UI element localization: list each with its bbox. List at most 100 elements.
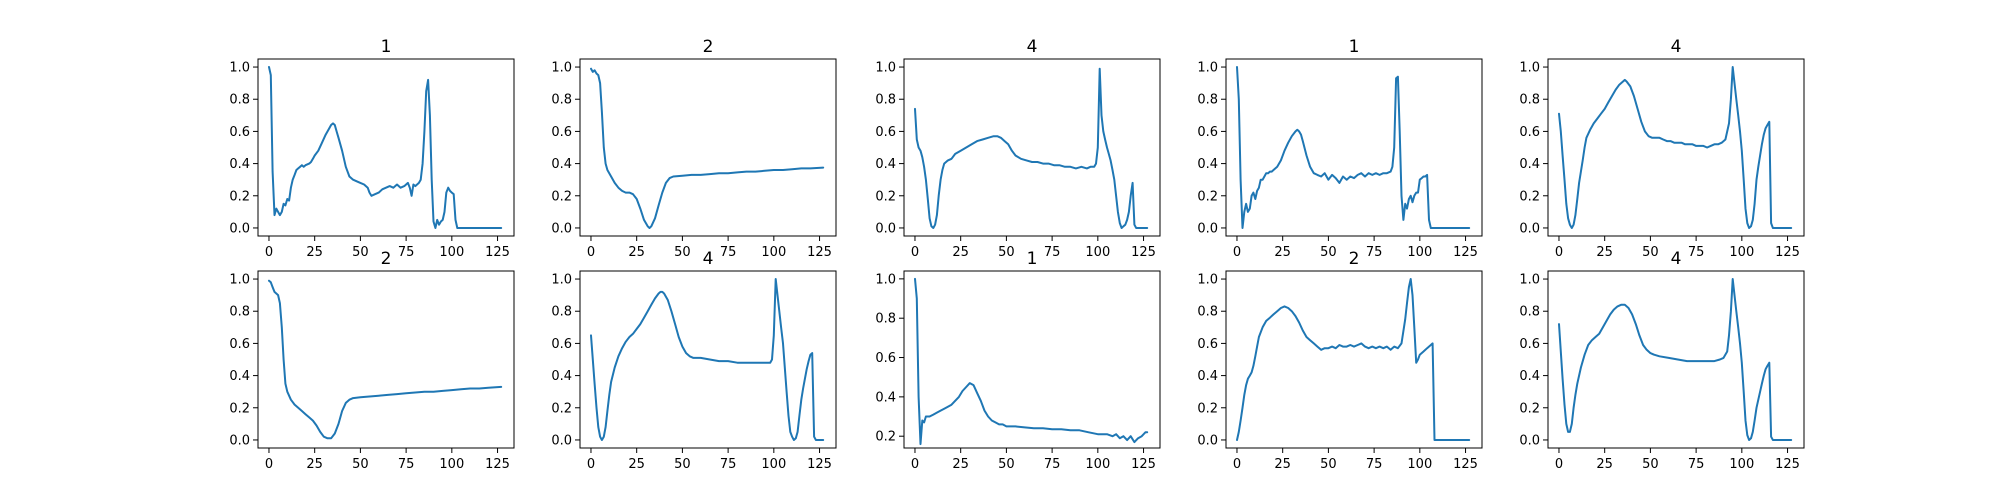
subplot-4: 1 0 25 50 75 100 125 0.0 0.2 0.4 0.6 0.8 1.0 — [1197, 37, 1483, 260]
x-tick-label: 75 — [1044, 457, 1061, 472]
subplot-title: 4 — [1027, 37, 1038, 57]
series-line — [590, 67, 825, 229]
x-tick-label: 100 — [1729, 457, 1754, 472]
subplot-3: 4 0 25 50 75 100 125 0.0 0.2 0.4 0.6 0.8 1.0 — [875, 37, 1161, 260]
x-tick-label: 125 — [807, 457, 832, 472]
x-tick-label: 50 — [352, 457, 369, 472]
y-tick-label: 0.0 — [229, 433, 250, 448]
y-tick-label: 0.6 — [551, 337, 572, 352]
x-tick-label: 0 — [1555, 245, 1563, 260]
subplot-title: 2 — [703, 37, 714, 57]
y-tick-label: 0.2 — [875, 430, 896, 445]
y-tick-label: 0.8 — [229, 305, 250, 320]
subplot-5: 4 0 25 50 75 100 125 0.0 0.2 0.4 0.6 0.8 1.0 — [1519, 37, 1805, 260]
subplot-title: 2 — [381, 249, 392, 269]
subplot-title: 2 — [1349, 249, 1360, 269]
subplot-2: 2 0 25 50 75 100 125 0.0 0.2 0.4 0.6 0.8 1.0 — [551, 37, 837, 260]
y-tick-label: 0.0 — [551, 433, 572, 448]
y-tick-label: 1.0 — [1197, 61, 1218, 76]
series-line — [914, 277, 1149, 446]
y-tick-label: 0.0 — [551, 221, 572, 236]
x-tick-label: 125 — [1453, 457, 1478, 472]
x-tick-label: 50 — [352, 245, 369, 260]
tick-group: 0 25 50 75 100 125 0.0 0.2 0.4 0.6 0.8 1.0 — [1197, 273, 1478, 472]
y-tick-label: 0.0 — [1519, 221, 1540, 236]
x-tick-label: 100 — [439, 457, 464, 472]
x-tick-label: 100 — [1407, 457, 1432, 472]
x-tick-label: 50 — [1642, 245, 1659, 260]
x-tick-label: 75 — [1044, 245, 1061, 260]
subplot-title: 1 — [381, 37, 392, 57]
series-line — [1558, 278, 1793, 441]
y-tick-label: 0.4 — [1519, 157, 1540, 172]
y-tick-label: 0.2 — [1519, 189, 1540, 204]
series-line — [914, 67, 1149, 229]
y-tick-label: 0.6 — [229, 337, 250, 352]
x-tick-label: 100 — [761, 457, 786, 472]
subplot-title: 4 — [1671, 249, 1682, 269]
y-tick-label: 0.8 — [875, 93, 896, 108]
series-line — [268, 66, 503, 229]
y-tick-label: 0.4 — [875, 390, 896, 405]
y-tick-label: 0.2 — [1197, 189, 1218, 204]
x-tick-label: 100 — [1085, 245, 1110, 260]
x-tick-label: 25 — [306, 245, 323, 260]
x-tick-label: 125 — [1775, 457, 1800, 472]
x-tick-label: 25 — [628, 245, 645, 260]
plot-frame — [257, 270, 515, 449]
series-line — [268, 279, 503, 440]
tick-group: 0 25 50 75 100 125 0.0 0.2 0.4 0.6 0.8 1.0 — [1519, 61, 1800, 260]
y-tick-label: 0.6 — [1519, 125, 1540, 140]
tick-group: 0 25 50 75 100 125 0.0 0.2 0.4 0.6 0.8 1.0 — [875, 61, 1156, 260]
x-tick-label: 125 — [1453, 245, 1478, 260]
x-tick-label: 0 — [265, 457, 273, 472]
x-tick-label: 125 — [485, 245, 510, 260]
series-line — [1236, 66, 1471, 229]
subplot-title: 1 — [1349, 37, 1360, 57]
x-tick-label: 0 — [1233, 245, 1241, 260]
y-tick-label: 0.0 — [1519, 433, 1540, 448]
y-tick-label: 0.8 — [551, 93, 572, 108]
y-tick-label: 0.0 — [229, 221, 250, 236]
x-tick-label: 75 — [720, 457, 737, 472]
y-tick-label: 0.4 — [1197, 157, 1218, 172]
y-tick-label: 0.4 — [551, 369, 572, 384]
x-tick-label: 25 — [1596, 245, 1613, 260]
y-tick-label: 0.8 — [1197, 305, 1218, 320]
x-tick-label: 50 — [998, 457, 1015, 472]
subplot-9: 2 0 25 50 75 100 125 0.0 0.2 0.4 0.6 0.8 1.0 — [1197, 249, 1483, 472]
plot-frame — [1225, 58, 1483, 237]
x-tick-label: 25 — [306, 457, 323, 472]
x-tick-label: 50 — [998, 245, 1015, 260]
y-tick-label: 0.8 — [1197, 93, 1218, 108]
x-tick-label: 25 — [1274, 245, 1291, 260]
subplot-1: 1 0 25 50 75 100 125 0.0 0.2 0.4 0.6 0.8 1.0 — [229, 37, 515, 260]
tick-group: 0 25 50 75 100 125 0.0 0.2 0.4 0.6 0.8 1.0 — [551, 273, 832, 472]
series-line — [1236, 278, 1471, 441]
subplot-7: 4 0 25 50 75 100 125 0.0 0.2 0.4 0.6 0.8 1.0 — [551, 249, 837, 472]
x-tick-label: 75 — [398, 457, 415, 472]
y-tick-label: 0.2 — [875, 189, 896, 204]
x-tick-label: 100 — [1729, 245, 1754, 260]
y-tick-label: 0.2 — [551, 189, 572, 204]
y-tick-label: 0.4 — [1197, 369, 1218, 384]
x-tick-label: 75 — [1366, 245, 1383, 260]
x-tick-label: 0 — [587, 245, 595, 260]
y-tick-label: 1.0 — [551, 273, 572, 288]
plot-frame — [903, 270, 1161, 449]
y-tick-label: 0.6 — [875, 351, 896, 366]
plot-frame — [1547, 270, 1805, 449]
x-tick-label: 50 — [1320, 245, 1337, 260]
subplot-title: 1 — [1027, 249, 1038, 269]
x-tick-label: 50 — [1642, 457, 1659, 472]
series-line — [590, 278, 825, 441]
x-tick-label: 100 — [1407, 245, 1432, 260]
y-tick-label: 0.4 — [1519, 369, 1540, 384]
y-tick-label: 0.2 — [229, 189, 250, 204]
tick-group: 0 25 50 75 100 125 0.0 0.2 0.4 0.6 0.8 1.0 — [1519, 273, 1800, 472]
subplot-6: 2 0 25 50 75 100 125 0.0 0.2 0.4 0.6 0.8 1.0 — [229, 249, 515, 472]
x-tick-label: 25 — [628, 457, 645, 472]
y-tick-label: 0.2 — [1197, 401, 1218, 416]
